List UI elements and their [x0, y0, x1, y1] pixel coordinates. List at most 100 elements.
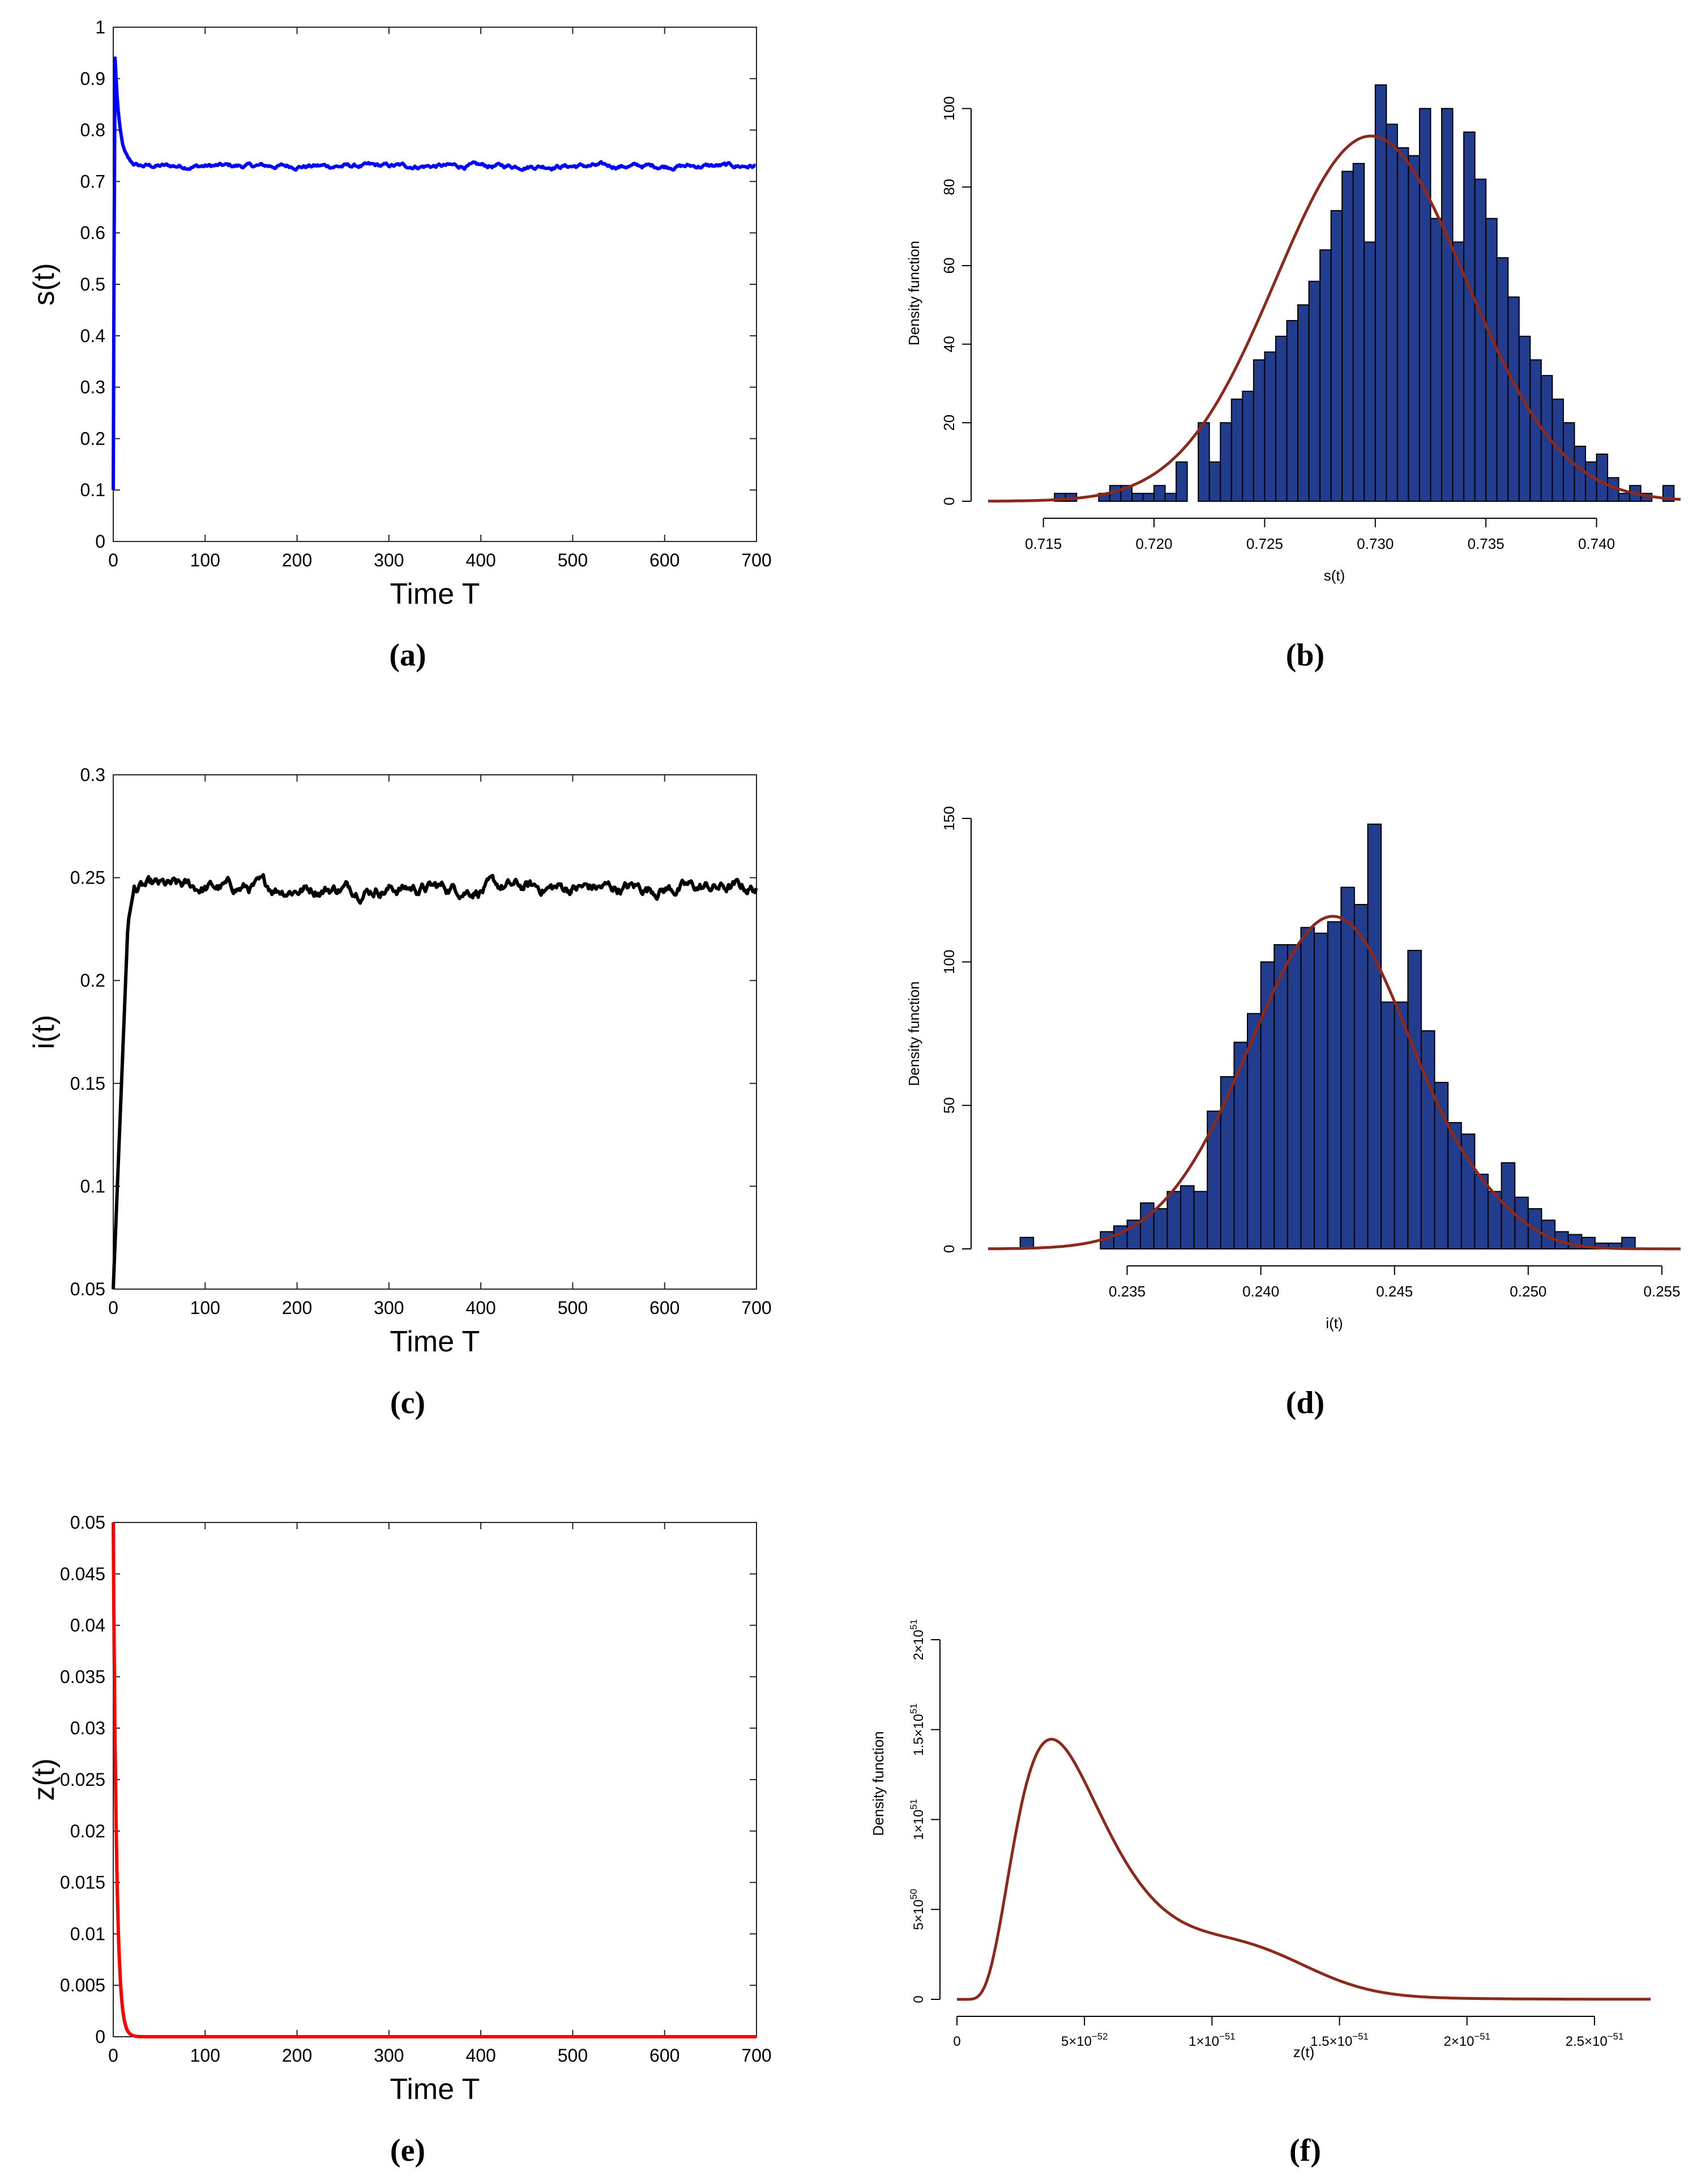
y-tick-label: 0.15 — [70, 1073, 105, 1094]
y-tick-label: 1.5×1051 — [908, 1703, 926, 1756]
x-tick-label: 200 — [282, 550, 312, 570]
plot-area-c — [113, 774, 757, 1290]
hist-bar — [1396, 147, 1409, 502]
y-axis-label: Density function — [870, 1731, 887, 1836]
x-axis-label: Time T — [390, 2073, 480, 2106]
x-tick-label: 100 — [190, 2045, 220, 2066]
y-tick-label: 0.01 — [70, 1923, 105, 1944]
x-tick-label: 300 — [374, 550, 404, 570]
caption-e: (e) — [390, 2133, 426, 2168]
caption-b: (b) — [1285, 638, 1325, 673]
hist-bar — [1166, 1191, 1181, 1250]
x-tick-label: 400 — [465, 2045, 495, 2066]
x-tick-label: 0.715 — [1025, 535, 1062, 552]
hist-bar — [1220, 1076, 1235, 1249]
x-tick-label: 0.240 — [1242, 1283, 1279, 1300]
hist-bar — [1434, 1082, 1449, 1249]
y-tick-label: 0 — [95, 2027, 105, 2047]
hist-bar — [1314, 932, 1328, 1249]
x-axis-label: Time T — [390, 1325, 480, 1358]
y-tick-label: 0.1 — [80, 1176, 105, 1196]
x-tick-label: 0.730 — [1357, 535, 1394, 552]
hist-bar — [1297, 304, 1310, 502]
x-tick-label: 0 — [108, 2045, 118, 2066]
hist-bar — [1230, 398, 1243, 502]
hist-bar — [1352, 163, 1365, 502]
y-tick-label: 0.025 — [60, 1769, 105, 1790]
hist-bar — [1367, 824, 1382, 1249]
hist-bar — [1386, 123, 1398, 502]
hist-bar — [1418, 108, 1431, 502]
y-tick-label: 20 — [941, 415, 958, 431]
hist-bar — [1233, 1042, 1249, 1249]
y-tick-label: 0.7 — [80, 171, 105, 191]
y-tick-label: 0 — [911, 1995, 926, 2003]
hist-bar — [1142, 493, 1155, 502]
hist-bar — [1153, 485, 1166, 502]
caption-c: (c) — [390, 1385, 426, 1421]
hist-bar — [1319, 249, 1332, 502]
x-tick-label: 400 — [465, 1298, 495, 1318]
x-axis-label: s(t) — [1324, 567, 1345, 584]
y-tick-label: 0.9 — [80, 69, 105, 89]
caption-a: (a) — [389, 638, 426, 673]
x-tick-label: 700 — [741, 2045, 771, 2066]
x-tick-label: 0 — [108, 550, 118, 570]
density-curve-f — [957, 1738, 1651, 2001]
y-tick-label: 100 — [941, 950, 958, 974]
x-tick-label: 0.725 — [1246, 535, 1283, 552]
plot-area-e — [113, 1522, 757, 2037]
y-tick-label: 40 — [941, 336, 958, 352]
hist-bar — [1441, 108, 1454, 502]
x-tick-label: 0.245 — [1376, 1283, 1413, 1300]
x-tick-label: 0.255 — [1643, 1283, 1680, 1300]
y-tick-label: 0.4 — [80, 326, 105, 346]
x-tick-label: 0 — [953, 2034, 960, 2049]
x-tick-label: 0.740 — [1578, 535, 1615, 552]
hist-bar — [1452, 241, 1465, 502]
y-tick-label: 0.05 — [70, 1512, 105, 1533]
series-line-e — [112, 1522, 757, 2038]
y-axis-label: i(t) — [28, 1015, 61, 1050]
x-tick-label: 300 — [374, 1298, 404, 1318]
hist-bar — [1584, 461, 1597, 502]
y-tick-label: 0.03 — [70, 1718, 105, 1738]
hist-bar — [1330, 210, 1343, 502]
hist-bar — [1179, 1185, 1195, 1250]
x-tick-label: 100 — [190, 1298, 220, 1318]
y-tick-label: 0.015 — [60, 1872, 105, 1893]
y-tick-label: 0.02 — [70, 1821, 105, 1841]
y-tick-label: 0.6 — [80, 223, 105, 243]
x-tick-label: 200 — [282, 1298, 312, 1318]
hist-bar — [1474, 178, 1487, 502]
density-curve-d — [988, 915, 1681, 1251]
hist-bar — [1408, 155, 1420, 502]
y-tick-label: 0.05 — [70, 1279, 105, 1299]
hist-bar — [1153, 1208, 1168, 1249]
hist-bar — [1220, 422, 1232, 502]
hist-bar — [1381, 1001, 1395, 1250]
plot-area-a — [113, 27, 757, 542]
hist-bar — [1286, 320, 1299, 502]
hist-bar — [1353, 904, 1369, 1249]
hist-bar — [1420, 1030, 1435, 1250]
hist-bar — [1463, 131, 1476, 502]
hist-bar — [1264, 351, 1276, 502]
x-tick-label: 2.5×10−51 — [1566, 2031, 1624, 2049]
hist-bar — [1341, 170, 1354, 502]
x-tick-label: 500 — [558, 550, 588, 570]
x-tick-label: 500 — [558, 2045, 588, 2066]
hist-bar — [1327, 921, 1342, 1249]
hist-bar — [1574, 445, 1586, 502]
y-tick-label: 0.25 — [70, 868, 105, 888]
hist-bar — [1394, 1001, 1409, 1250]
hist-bar — [1518, 335, 1531, 502]
y-tick-label: 0 — [941, 1245, 958, 1253]
y-tick-label: 0 — [941, 497, 958, 505]
hist-bar — [1364, 241, 1376, 502]
y-tick-label: 2×1051 — [908, 1619, 926, 1661]
x-tick-label: 100 — [190, 550, 220, 570]
y-tick-label: 0.045 — [60, 1564, 105, 1584]
y-tick-label: 0.005 — [60, 1975, 105, 1995]
y-axis-label: s(t) — [28, 263, 61, 305]
